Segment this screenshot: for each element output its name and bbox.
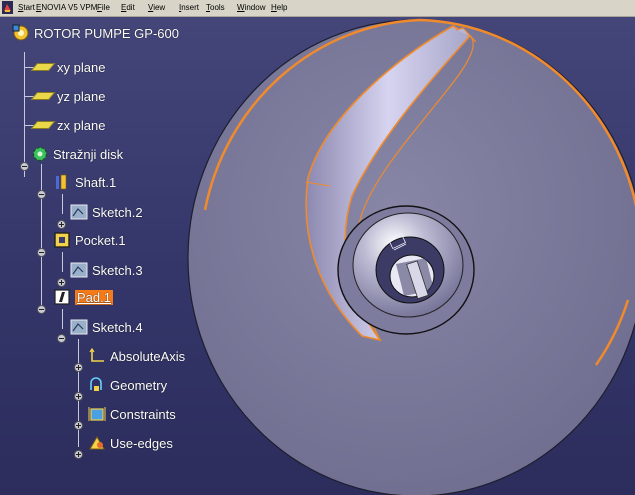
rotor-hub[interactable] xyxy=(337,205,475,335)
plane-label: yz plane xyxy=(57,88,106,104)
collapse-toggle[interactable] xyxy=(20,162,29,171)
menu-bar: Start ENOVIA V5 VPM File Edit View Inser… xyxy=(0,0,635,17)
tree-item-part-body[interactable]: Stražnji disk xyxy=(31,143,123,165)
sketch-child-label: AbsoluteAxis xyxy=(110,348,186,364)
pocket-icon xyxy=(53,231,71,249)
sketch-label: Sketch.3 xyxy=(92,262,143,278)
expand-toggle[interactable] xyxy=(74,363,83,372)
sketch-child-label: Geometry xyxy=(110,377,168,393)
menu-file[interactable]: File xyxy=(97,3,110,12)
tree-connector xyxy=(62,309,63,329)
tree-item-pocket[interactable]: Pocket.1 xyxy=(53,229,126,251)
tree-item-sketch[interactable]: Sketch.3 xyxy=(70,259,143,281)
selected-feature-label: Pad.1 xyxy=(75,289,113,305)
tree-root[interactable]: ROTOR PUMPE GP-600 xyxy=(12,22,179,44)
tree-connector xyxy=(41,164,42,309)
specification-tree: ROTOR PUMPE GP-600 xy plane yz plane zx … xyxy=(0,16,240,495)
tree-item-sketch[interactable]: Sketch.4 xyxy=(70,316,143,338)
tree-item-xy-plane[interactable]: xy plane xyxy=(30,56,106,78)
menu-help[interactable]: Help xyxy=(271,3,288,12)
tree-item-use-edges[interactable]: Use-edges xyxy=(88,432,173,454)
collapse-toggle[interactable] xyxy=(57,334,66,343)
expand-toggle[interactable] xyxy=(74,450,83,459)
tree-item-absolute-axis[interactable]: AbsoluteAxis xyxy=(88,345,185,367)
expand-toggle[interactable] xyxy=(57,220,66,229)
menu-edit[interactable]: Edit xyxy=(121,3,135,12)
tree-connector xyxy=(24,67,34,68)
menu-window[interactable]: Window xyxy=(237,3,266,12)
expand-toggle[interactable] xyxy=(74,392,83,401)
tree-connector xyxy=(24,52,25,177)
start-icon[interactable] xyxy=(2,1,13,14)
tree-item-sketch[interactable]: Sketch.2 xyxy=(70,201,143,223)
tree-item-yz-plane[interactable]: yz plane xyxy=(30,85,106,107)
plane-label: zx plane xyxy=(57,117,106,133)
sketch-icon xyxy=(70,261,88,279)
sketch-icon xyxy=(70,318,88,336)
sketch-label: Sketch.2 xyxy=(92,204,143,220)
pad-icon xyxy=(53,288,71,306)
expand-toggle[interactable] xyxy=(74,421,83,430)
root-label: ROTOR PUMPE GP-600 xyxy=(34,25,179,41)
tree-item-zx-plane[interactable]: zx plane xyxy=(30,114,106,136)
menu-view[interactable]: View xyxy=(148,3,166,12)
constraints-icon xyxy=(88,405,106,423)
sketch-child-label: Constraints xyxy=(110,406,176,422)
menu-insert[interactable]: Insert xyxy=(179,3,200,12)
tree-connector xyxy=(24,96,34,97)
tree-item-shaft[interactable]: Shaft.1 xyxy=(53,171,116,193)
plane-icon xyxy=(30,121,56,129)
sketch-label: Sketch.4 xyxy=(92,319,143,335)
tree-item-geometry[interactable]: Geometry xyxy=(88,374,167,396)
feature-label: Pocket.1 xyxy=(75,232,126,248)
collapse-toggle[interactable] xyxy=(37,190,46,199)
use-edges-icon xyxy=(88,434,106,452)
feature-label: Shaft.1 xyxy=(75,174,117,190)
plane-icon xyxy=(30,63,56,71)
tree-connector xyxy=(62,194,63,214)
plane-icon xyxy=(30,92,56,100)
sketch-wireframe xyxy=(388,232,407,251)
menu-enovia[interactable]: ENOVIA V5 VPM xyxy=(36,3,98,12)
tree-connector xyxy=(24,125,34,126)
sketch-icon xyxy=(70,203,88,221)
collapse-toggle[interactable] xyxy=(37,305,46,314)
product-icon xyxy=(12,24,30,42)
collapse-toggle[interactable] xyxy=(37,248,46,257)
expand-toggle[interactable] xyxy=(57,278,66,287)
plane-label: xy plane xyxy=(57,59,106,75)
tree-item-pad[interactable]: Pad.1 xyxy=(53,286,113,308)
tree-item-constraints[interactable]: Constraints xyxy=(88,403,176,425)
part-label: Stražnji disk xyxy=(53,146,124,162)
tree-connector xyxy=(62,252,63,272)
gear-icon xyxy=(31,145,49,163)
geometry-icon xyxy=(88,376,106,394)
menu-tools[interactable]: Tools xyxy=(206,3,225,12)
menu-start[interactable]: Start xyxy=(18,3,35,12)
3d-viewport[interactable] xyxy=(0,16,635,495)
shaft-icon xyxy=(53,173,71,191)
sketch-child-label: Use-edges xyxy=(110,435,173,451)
axis-icon xyxy=(88,347,106,365)
